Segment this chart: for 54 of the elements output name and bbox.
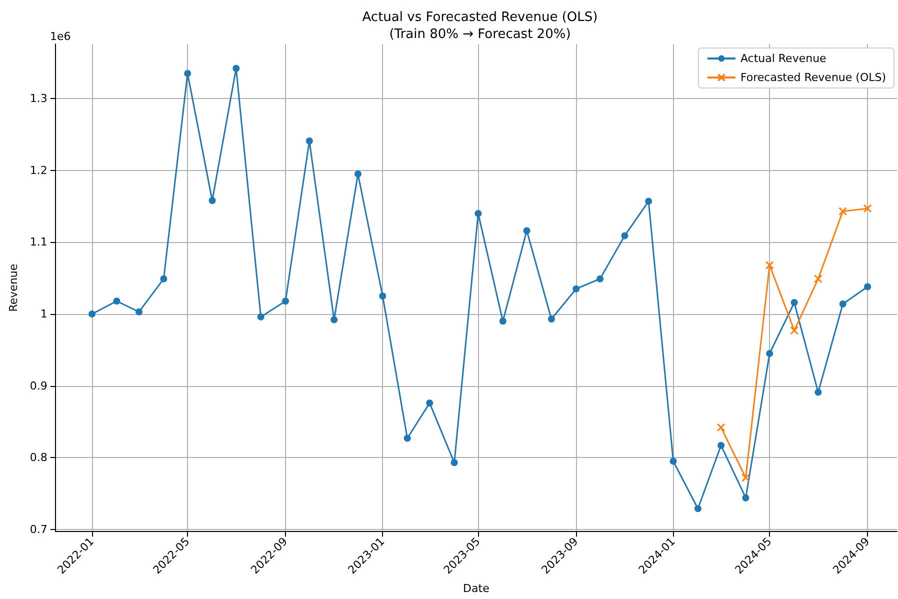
- y-tick-label: 1.2: [30, 164, 48, 177]
- y-tick-label: 1.3: [30, 92, 48, 106]
- point: [232, 64, 240, 72]
- point: [136, 308, 142, 316]
- point: [839, 300, 846, 308]
- point: [716, 423, 726, 432]
- point: [838, 207, 848, 216]
- point: [741, 473, 750, 482]
- point: [379, 292, 386, 300]
- point: [160, 275, 168, 282]
- point: [306, 137, 313, 144]
- point: [645, 198, 652, 205]
- point: [596, 275, 604, 282]
- point: [742, 494, 750, 502]
- point: [88, 310, 96, 318]
- y-tick-label: 0.8: [30, 451, 48, 464]
- point: [572, 285, 580, 292]
- point: [548, 316, 555, 323]
- point: [790, 326, 799, 335]
- point: [694, 505, 702, 512]
- y-tick-label: 1: [40, 308, 48, 321]
- point: [765, 260, 774, 270]
- point: [814, 388, 822, 396]
- point: [718, 442, 725, 449]
- y-axis-title: Revenue: [7, 264, 20, 312]
- point: [474, 210, 482, 217]
- chart-title: Actual vs Forecasted Revenue (OLS): [362, 10, 598, 25]
- text: 1e6: [50, 30, 71, 43]
- point: [330, 316, 338, 324]
- point: [499, 318, 506, 325]
- point: [404, 434, 411, 442]
- point: [208, 197, 216, 204]
- point: [113, 298, 120, 305]
- point: [621, 232, 628, 240]
- point: [790, 299, 798, 306]
- point: [523, 227, 530, 234]
- point: [814, 274, 822, 284]
- point: [450, 459, 458, 466]
- point: [863, 204, 872, 213]
- x-axis-title: Date: [463, 582, 490, 595]
- point: [426, 400, 434, 407]
- y-tick-label: 0.9: [30, 379, 48, 392]
- point: [670, 458, 677, 465]
- y-tick-label: 0.7: [30, 522, 48, 536]
- y-tick-label: 1.1: [30, 236, 48, 249]
- point: [864, 283, 872, 290]
- point: [257, 313, 264, 320]
- point: [354, 170, 362, 178]
- point: [184, 70, 192, 77]
- legend-label: Forecasted Revenue (OLS): [740, 71, 886, 84]
- point: [282, 298, 289, 305]
- point: [766, 350, 774, 357]
- legend-label: Actual Revenue: [740, 52, 827, 65]
- chart-subtitle: (Train 80% → Forecast 20%): [389, 27, 571, 42]
